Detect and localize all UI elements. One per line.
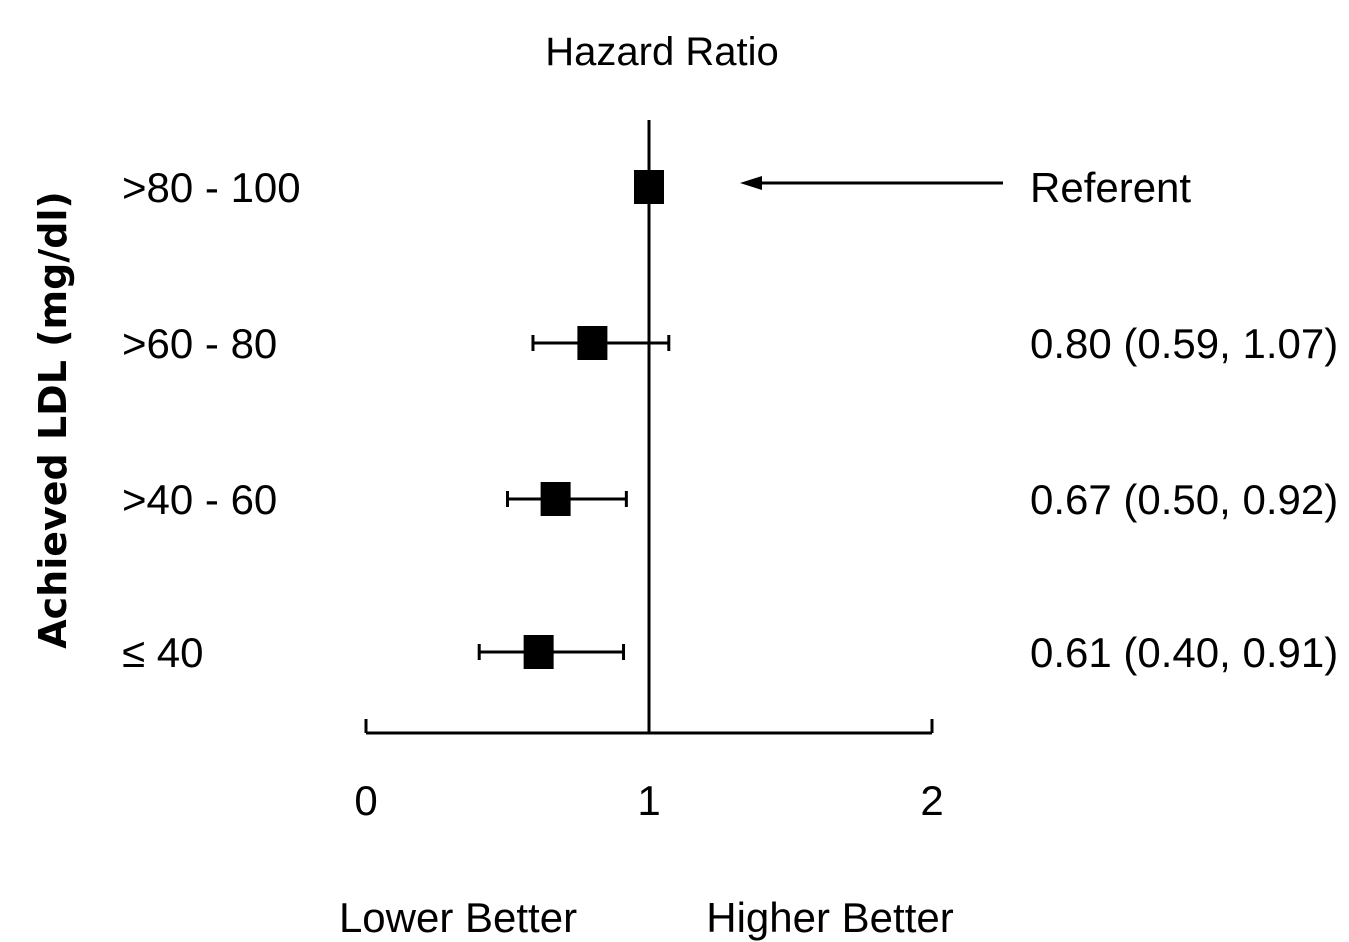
x-tick-label: 1 bbox=[637, 777, 660, 824]
y-axis-label: Achieved LDL (mg/dl) bbox=[31, 191, 75, 649]
estimate-label: 0.61 (0.40, 0.91) bbox=[1030, 629, 1338, 676]
higher-better-label: Higher Better bbox=[706, 894, 953, 941]
chart-title: Hazard Ratio bbox=[545, 30, 778, 74]
estimate-label: 0.67 (0.50, 0.92) bbox=[1030, 476, 1338, 523]
hazard-ratio-marker bbox=[540, 482, 571, 516]
hazard-ratio-marker bbox=[577, 326, 608, 360]
plot-area: 0 1 2 >80 - 100 Referent >60 - 80 0.80 (0.59, … bbox=[122, 120, 1338, 824]
category-label: >80 - 100 bbox=[122, 164, 301, 211]
category-label: >60 - 80 bbox=[122, 320, 277, 367]
lower-better-label: Lower Better bbox=[339, 894, 577, 941]
hazard-ratio-marker bbox=[523, 635, 554, 669]
estimate-label: 0.80 (0.59, 1.07) bbox=[1030, 320, 1338, 367]
category-label: ≤ 40 bbox=[122, 629, 203, 676]
referent-arrow-head bbox=[740, 176, 762, 190]
hazard-ratio-marker bbox=[634, 170, 664, 204]
referent-label: Referent bbox=[1030, 164, 1191, 211]
category-label: >40 - 60 bbox=[122, 476, 277, 523]
x-tick-label: 0 bbox=[354, 777, 377, 824]
x-tick-label: 2 bbox=[920, 777, 943, 824]
